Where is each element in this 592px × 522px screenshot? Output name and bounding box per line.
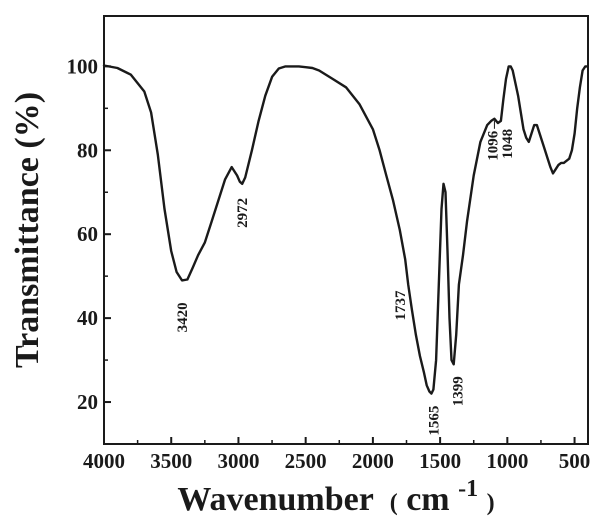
x-tick-label: 500	[559, 449, 591, 473]
y-tick-label: 40	[77, 306, 98, 330]
peak-label-2972: 2972	[235, 198, 251, 228]
x-tick-label: 1000	[486, 449, 528, 473]
x-tick-label: 3000	[217, 449, 259, 473]
peak-label-1565: 1565	[426, 406, 442, 436]
axis-ticks	[103, 65, 576, 444]
x-tick-label: 1500	[419, 449, 461, 473]
x-axis-unit-close: )	[487, 490, 495, 516]
y-tick-labels: 20 40 60 80 100	[67, 54, 99, 414]
x-tick-labels: 4000 3500 3000 2500 2000 1500 1000 500	[83, 449, 590, 473]
x-tick-label: 2500	[285, 449, 327, 473]
x-axis-unit-open: (	[390, 490, 398, 516]
peak-label-1399: 1399	[451, 376, 467, 406]
x-axis-title: Wavenumber ( cm -1 )	[177, 467, 494, 518]
y-axis-title: Transmittance (%)	[9, 92, 46, 368]
x-tick-label: 4000	[83, 449, 125, 473]
y-tick-label: 20	[77, 390, 98, 414]
plot-frame	[103, 15, 589, 445]
peak-label-1048: 1048	[500, 129, 516, 159]
peak-label-1096: 1096	[485, 130, 501, 161]
x-tick-label: 3500	[150, 449, 192, 473]
y-tick-label: 80	[77, 138, 98, 162]
x-axis-title-main: Wavenumber	[177, 481, 373, 518]
peak-label-1737: 1737	[393, 290, 409, 321]
x-tick-label: 2000	[352, 449, 394, 473]
y-tick-label: 60	[77, 222, 98, 246]
transmittance-series-line	[102, 64, 588, 395]
x-axis-unit: cm	[406, 481, 449, 518]
y-tick-label: 100	[67, 54, 99, 78]
x-axis-unit-exponent: -1	[458, 476, 478, 502]
peak-label-3420: 3420	[175, 302, 191, 332]
